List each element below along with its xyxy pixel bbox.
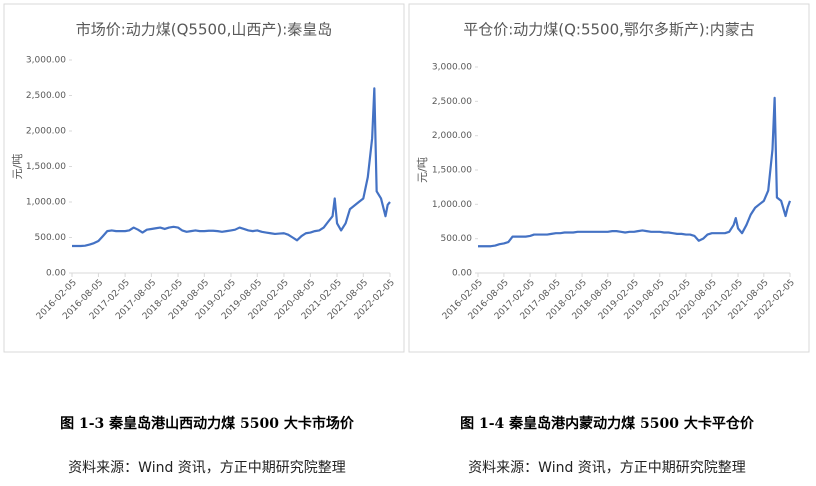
y-axis-label: 元/吨: [11, 154, 24, 180]
y-tick-label: 500.00: [35, 233, 67, 243]
price-line: [72, 87, 391, 248]
y-tick-label: 1,500.00: [432, 166, 472, 176]
y-tick-label: 0.00: [452, 269, 472, 279]
panel-border: [3, 3, 405, 353]
y-tick-label: 3,000.00: [26, 56, 66, 66]
source: 资料来源：Wind 资讯，方正中期研究院整理: [468, 460, 746, 476]
y-tick-label: 2,500.00: [432, 97, 472, 107]
y-tick-label: 2,000.00: [26, 127, 66, 137]
chart-title: 平仓价:动力煤(Q:5500,鄂尔多斯产):内蒙古: [463, 21, 755, 39]
y-tick-label: 2,500.00: [26, 91, 66, 101]
chart-title: 市场价:动力煤(Q5500,山西产):秦皇岛: [76, 21, 333, 39]
y-tick-label: 3,000.00: [432, 63, 472, 73]
y-tick-label: 2,000.00: [432, 131, 472, 141]
caption: 图 1-3 秦皇岛港山西动力煤 5500 大卡市场价: [60, 415, 355, 432]
y-tick-label: 1,000.00: [26, 198, 66, 208]
price-line: [478, 96, 792, 248]
y-tick-label: 1,500.00: [26, 162, 66, 172]
caption: 图 1-4 秦皇岛港内蒙动力煤 5500 大卡平仓价: [460, 415, 755, 432]
panel-border: [408, 3, 810, 353]
y-tick-label: 500.00: [441, 234, 473, 244]
y-axis-label: 元/吨: [416, 157, 429, 183]
y-tick-label: 0.00: [46, 269, 66, 279]
source: 资料来源：Wind 资讯，方正中期研究院整理: [68, 460, 346, 476]
y-tick-label: 1,000.00: [432, 200, 472, 210]
